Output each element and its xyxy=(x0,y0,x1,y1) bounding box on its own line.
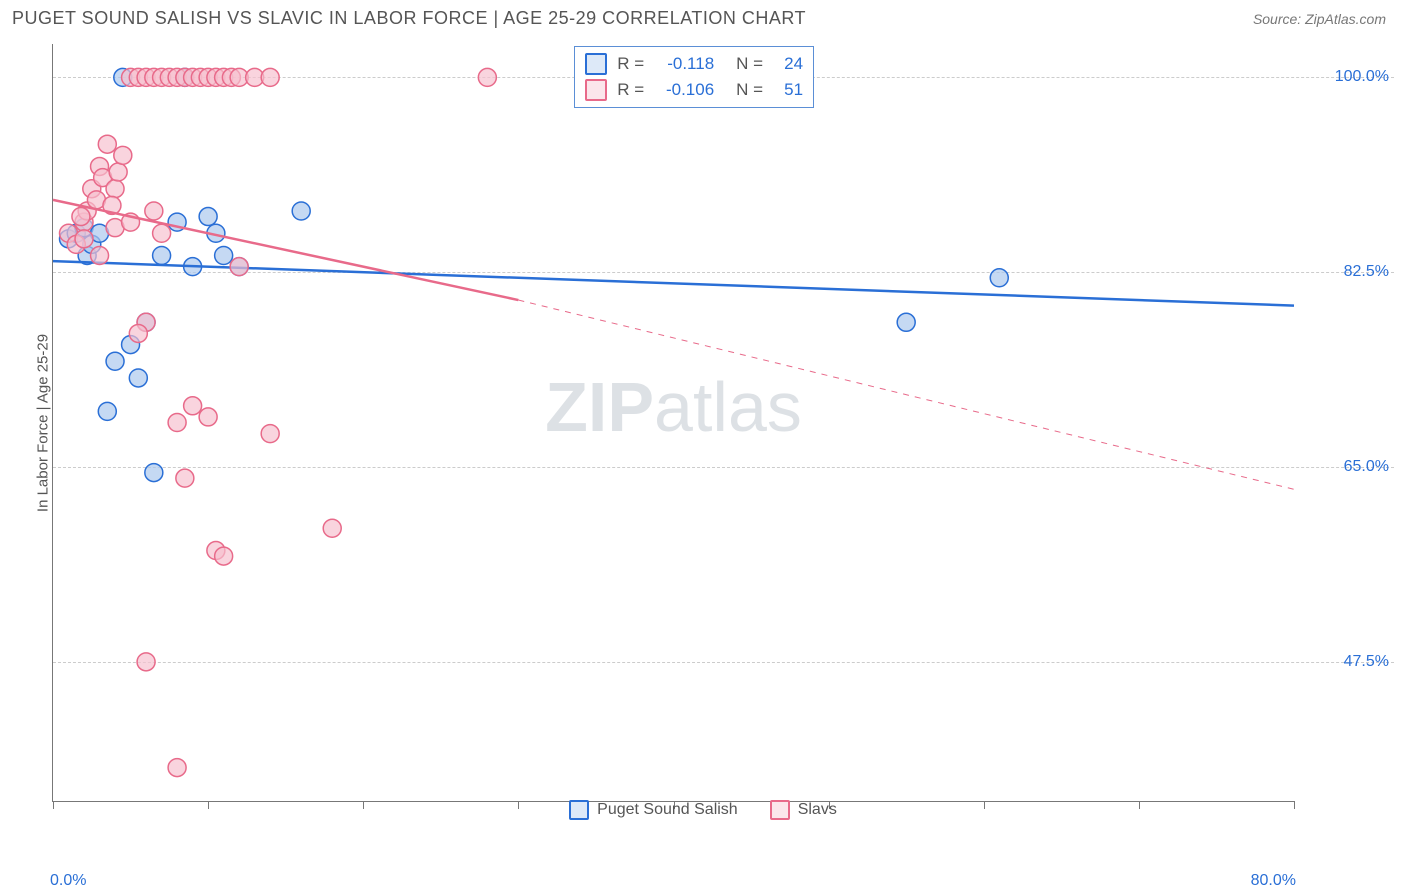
data-point xyxy=(990,269,1008,287)
y-tick-label: 65.0% xyxy=(1344,458,1389,476)
series-legend: Puget Sound Salish Slavs xyxy=(12,800,1394,820)
data-point xyxy=(129,369,147,387)
n-value: 24 xyxy=(773,51,803,77)
legend-swatch xyxy=(569,800,589,820)
data-point xyxy=(261,68,279,86)
data-point xyxy=(215,547,233,565)
data-point xyxy=(129,324,147,342)
data-point xyxy=(199,408,217,426)
y-tick-label: 47.5% xyxy=(1344,653,1389,671)
data-point xyxy=(323,519,341,537)
legend-swatch xyxy=(770,800,790,820)
r-value: -0.118 xyxy=(654,51,714,77)
regression-line xyxy=(53,200,518,300)
data-point xyxy=(106,352,124,370)
data-point xyxy=(98,402,116,420)
data-point xyxy=(114,146,132,164)
n-label: N = xyxy=(736,51,763,77)
x-axis-start-label: 0.0% xyxy=(50,872,86,890)
data-point xyxy=(75,230,93,248)
data-point xyxy=(215,247,233,265)
legend-swatch xyxy=(585,53,607,75)
y-axis-label: In Labor Force | Age 25-29 xyxy=(35,333,52,511)
legend-row: R = -0.106 N = 51 xyxy=(585,77,803,103)
data-point xyxy=(184,397,202,415)
data-point xyxy=(261,425,279,443)
plot-area: In Labor Force | Age 25-29 ZIPatlas R =-… xyxy=(52,44,1294,802)
r-value: -0.106 xyxy=(654,77,714,103)
data-point xyxy=(109,163,127,181)
data-point xyxy=(137,653,155,671)
legend-item: Slavs xyxy=(770,800,837,820)
legend-label: Puget Sound Salish xyxy=(597,801,738,819)
legend-label: Slavs xyxy=(798,801,837,819)
y-tick-label: 82.5% xyxy=(1344,263,1389,281)
data-point xyxy=(72,208,90,226)
r-label: R = xyxy=(617,77,644,103)
r-label: R = xyxy=(617,51,644,77)
legend-swatch xyxy=(585,79,607,101)
data-point xyxy=(230,258,248,276)
x-axis-end-label: 80.0% xyxy=(1251,872,1296,890)
plot-svg xyxy=(53,44,1294,801)
legend-item: Puget Sound Salish xyxy=(569,800,738,820)
data-point xyxy=(478,68,496,86)
correlation-legend: R = -0.118 N = 24 R = -0.106 N = 51 xyxy=(574,46,814,108)
data-point xyxy=(98,135,116,153)
data-point xyxy=(292,202,310,220)
data-point xyxy=(199,208,217,226)
data-point xyxy=(176,469,194,487)
data-point xyxy=(145,202,163,220)
n-label: N = xyxy=(736,77,763,103)
source-label: Source: ZipAtlas.com xyxy=(1253,11,1386,27)
legend-row: R = -0.118 N = 24 xyxy=(585,51,803,77)
y-tick-label: 100.0% xyxy=(1335,68,1389,86)
n-value: 51 xyxy=(773,77,803,103)
data-point xyxy=(91,247,109,265)
chart-title: PUGET SOUND SALISH VS SLAVIC IN LABOR FO… xyxy=(12,8,806,29)
data-point xyxy=(153,247,171,265)
data-point xyxy=(897,313,915,331)
data-point xyxy=(168,414,186,432)
data-point xyxy=(106,180,124,198)
chart-container: In Labor Force | Age 25-29 ZIPatlas R =-… xyxy=(12,44,1394,832)
data-point xyxy=(145,464,163,482)
data-point xyxy=(153,224,171,242)
data-point xyxy=(168,759,186,777)
